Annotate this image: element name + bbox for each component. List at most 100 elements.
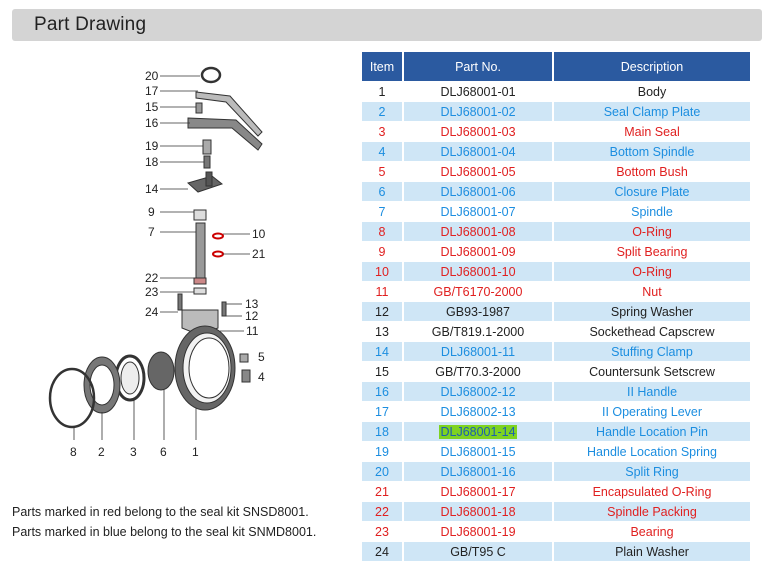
cell-item: 8 (362, 221, 404, 241)
table-row: 9 DLJ68001-09 Split Bearing (362, 241, 752, 261)
callout-23: 23 (145, 285, 159, 299)
callout-1: 1 (192, 445, 199, 459)
table-row: 13 GB/T819.1-2000 Sockethead Capscrew (362, 321, 752, 341)
callout-8: 8 (70, 445, 77, 459)
cell-part-no: GB/T95 C (404, 541, 554, 561)
cell-description: II Handle (554, 381, 752, 401)
table-row: 4 DLJ68001-04 Bottom Spindle (362, 141, 752, 161)
table-row: 22 DLJ68001-18 Spindle Packing (362, 501, 752, 521)
cell-item: 18 (362, 421, 404, 441)
cell-part-no: DLJ68001-06 (404, 181, 554, 201)
cell-part-no: DLJ68001-04 (404, 141, 554, 161)
cell-part-no: DLJ68001-07 (404, 201, 554, 221)
cell-item: 2 (362, 101, 404, 121)
cell-item: 12 (362, 301, 404, 321)
cell-item: 4 (362, 141, 404, 161)
part-stuffing-clamp (186, 175, 224, 193)
table-row: 17 DLJ68002-13 II Operating Lever (362, 401, 752, 421)
cell-description: Bearing (554, 521, 752, 541)
cell-description: Bottom Spindle (554, 141, 752, 161)
callout-17: 17 (145, 84, 159, 98)
cell-item: 15 (362, 361, 404, 381)
cell-description: Bottom Bush (554, 161, 752, 181)
cell-item: 1 (362, 81, 404, 101)
table-row: 10 DLJ68001-10 O-Ring (362, 261, 752, 281)
table-row: 3 DLJ68001-03 Main Seal (362, 121, 752, 141)
cell-item: 22 (362, 501, 404, 521)
cell-part-no: DLJ68001-10 (404, 261, 554, 281)
callout-12: 12 (245, 309, 259, 323)
cell-description: Nut (554, 281, 752, 301)
part-o-ring-21 (212, 250, 224, 258)
table-row: 15 GB/T70.3-2000 Countersunk Setscrew (362, 361, 752, 381)
table-row: 5 DLJ68001-05 Bottom Bush (362, 161, 752, 181)
table-row: 11 GB/T6170-2000 Nut (362, 281, 752, 301)
table-row: 8 DLJ68001-08 O-Ring (362, 221, 752, 241)
table-row: 16 DLJ68002-12 II Handle (362, 381, 752, 401)
cell-description: O-Ring (554, 261, 752, 281)
cell-description: Sockethead Capscrew (554, 321, 752, 341)
part-o-ring-10 (212, 232, 224, 240)
part-split-bearing (193, 209, 207, 221)
part-bearing (193, 287, 207, 295)
callout-2: 2 (98, 445, 105, 459)
cell-item: 5 (362, 161, 404, 181)
table-row: 23 DLJ68001-19 Bearing (362, 521, 752, 541)
cell-part-no: GB93-1987 (404, 301, 554, 321)
cell-part-no: GB/T819.1-2000 (404, 321, 554, 341)
section-header: Part Drawing (12, 9, 762, 41)
cell-description: Stuffing Clamp (554, 341, 752, 361)
column-header-item: Item (362, 52, 404, 81)
cell-item: 14 (362, 341, 404, 361)
cell-item: 10 (362, 261, 404, 281)
callout-7: 7 (148, 225, 155, 239)
cell-description: Main Seal (554, 121, 752, 141)
cell-part-no: DLJ68001-15 (404, 441, 554, 461)
cell-item: 24 (362, 541, 404, 561)
table-row: 6 DLJ68001-06 Closure Plate (362, 181, 752, 201)
cell-part-no: DLJ68001-09 (404, 241, 554, 261)
part-location-spring (202, 139, 212, 155)
cell-part-no: DLJ68001-02 (404, 101, 554, 121)
cell-description: Body (554, 81, 752, 101)
cell-part-no: DLJ68001-17 (404, 481, 554, 501)
callout-24: 24 (145, 305, 159, 319)
callout-9: 9 (148, 205, 155, 219)
cell-item: 11 (362, 281, 404, 301)
cell-part-no: DLJ68002-12 (404, 381, 554, 401)
part-operating-lever (195, 91, 263, 137)
parts-table: Item Part No. Description 1 DLJ68001-01 Bo… (362, 52, 752, 561)
callout-19: 19 (145, 139, 159, 153)
cell-description: Split Ring (554, 461, 752, 481)
cell-description: Plain Washer (554, 541, 752, 561)
cell-description: Seal Clamp Plate (554, 101, 752, 121)
cell-description: Spindle (554, 201, 752, 221)
parts-table-body: 1 DLJ68001-01 Body 2 DLJ68001-02 Seal Clamp P… (362, 81, 752, 561)
part-closure-plate (147, 351, 175, 391)
cell-description: Handle Location Pin (554, 421, 752, 441)
cell-part-no: GB/T70.3-2000 (404, 361, 554, 381)
highlighted-part-no: DLJ68001-14 (439, 424, 517, 439)
callout-16: 16 (145, 116, 159, 130)
table-row: 20 DLJ68001-16 Split Ring (362, 461, 752, 481)
table-row: 12 GB93-1987 Spring Washer (362, 301, 752, 321)
exploded-valve-drawing: 20 17 15 16 19 18 14 9 7 22 23 24 10 21 … (48, 66, 266, 459)
note-blue-kit: Parts marked in blue belong to the seal … (12, 525, 317, 539)
part-spindle-packing (193, 277, 207, 285)
cell-part-no: DLJ68001-11 (404, 341, 554, 361)
cell-item: 6 (362, 181, 404, 201)
cell-item: 9 (362, 241, 404, 261)
cell-part-no: DLJ68001-05 (404, 161, 554, 181)
cell-part-no: DLJ68001-14 (404, 421, 554, 441)
part-location-pin (203, 155, 211, 169)
cell-description: O-Ring (554, 221, 752, 241)
cell-item: 17 (362, 401, 404, 421)
cell-description: Split Bearing (554, 241, 752, 261)
part-o-ring-8 (48, 367, 96, 429)
callout-5: 5 (258, 350, 265, 364)
callout-15: 15 (145, 100, 159, 114)
table-row: 1 DLJ68001-01 Body (362, 81, 752, 101)
cell-item: 23 (362, 521, 404, 541)
cell-item: 3 (362, 121, 404, 141)
cell-part-no: DLJ68001-08 (404, 221, 554, 241)
